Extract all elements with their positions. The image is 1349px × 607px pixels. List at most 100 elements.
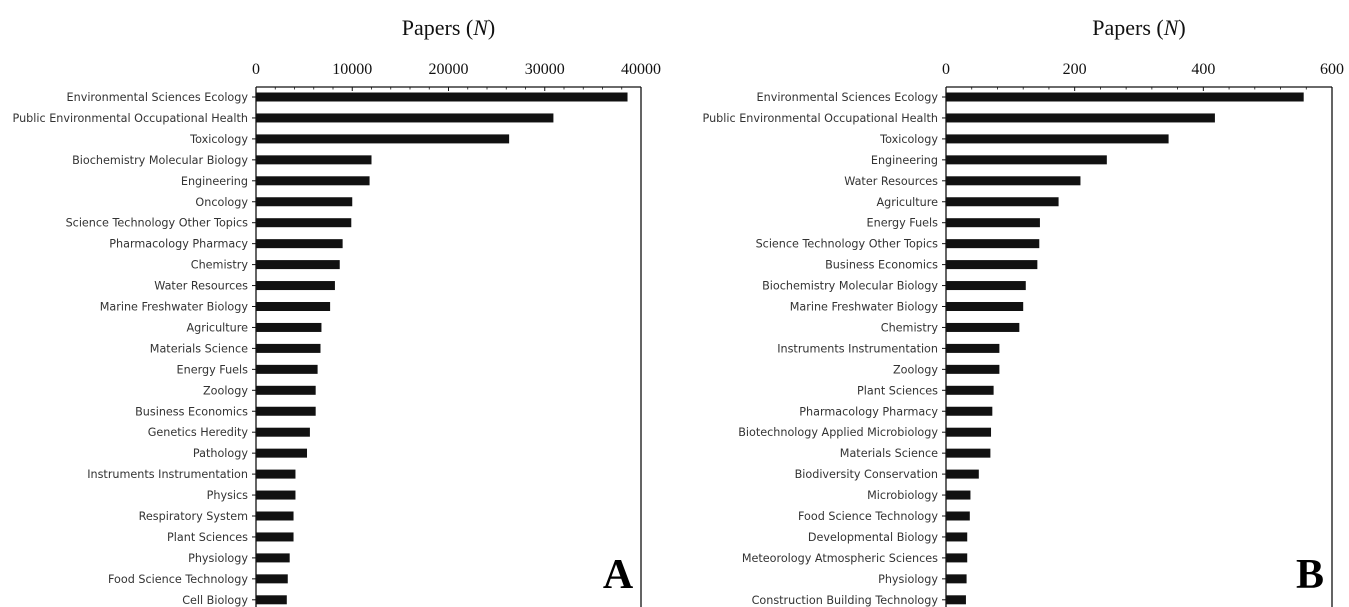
category-label: Genetics Heredity [148,426,249,439]
category-label: Science Technology Other Topics [756,238,939,251]
category-label: Biochemistry Molecular Biology [72,154,248,167]
category-label: Water Resources [844,175,938,188]
category-label: Agriculture [186,321,248,334]
bar [256,260,340,270]
category-label: Marine Freshwater Biology [790,301,939,314]
x-tick-label: 200 [1063,61,1087,78]
bar [256,385,316,395]
category-label: Zoology [893,363,938,376]
category-label: Instruments Instrumentation [777,342,938,355]
category-label: Zoology [203,384,248,397]
bar [946,553,968,563]
bar [256,532,294,542]
category-label: Energy Fuels [177,363,249,376]
category-label: Business Economics [825,259,938,272]
category-label: Physiology [188,552,248,565]
x-tick-label: 10000 [332,61,372,78]
bar [946,92,1304,102]
bar [256,281,335,291]
x-tick-label: 0 [942,61,950,78]
category-label: Energy Fuels [867,217,939,230]
category-label: Toxicology [879,133,938,146]
category-label: Pharmacology Pharmacy [109,238,248,251]
x-tick-label: 600 [1320,61,1344,78]
bar [256,134,510,144]
category-label: Respiratory System [139,510,248,523]
category-label: Business Economics [135,405,248,418]
bar [256,218,352,228]
category-label: Construction Building Technology [752,594,939,607]
bar [946,532,968,542]
bar [946,197,1059,207]
category-label: Plant Sciences [167,531,248,544]
bar [946,469,979,479]
x-axis-title-close: ) [488,15,495,40]
x-axis-title-variable: N [1163,15,1180,40]
bar [946,281,1026,291]
x-tick-label: 30000 [525,61,565,78]
bar [256,469,296,479]
category-label: Biodiversity Conservation [795,468,938,481]
bar [946,427,992,437]
category-label: Cell Biology [182,594,248,607]
bar [946,511,970,521]
panel-label: A [603,552,634,598]
category-label: Physics [207,489,249,502]
chart-b: Papers (N) 0 200 400 600 Environmental Scienc… [703,15,1344,607]
bar [256,113,554,123]
x-tick-label: 400 [1191,61,1215,78]
x-axis-title-text: Papers ( [402,15,473,40]
bar [256,595,287,605]
bar [946,595,966,605]
bar [946,343,1000,353]
bar [256,448,308,458]
bar [946,134,1169,144]
bar [946,364,1000,374]
category-label: Public Environmental Occupational Health [13,112,248,125]
category-label: Pathology [193,447,248,460]
x-tick-label: 20000 [429,61,469,78]
category-label: Meteorology Atmospheric Sciences [742,552,938,565]
category-label: Pharmacology Pharmacy [799,405,938,418]
category-label: Science Technology Other Topics [66,217,249,230]
category-label: Environmental Sciences Ecology [757,91,939,104]
category-label: Plant Sciences [857,384,938,397]
category-label: Engineering [181,175,248,188]
x-axis-title: Papers (N) [402,15,496,40]
bar [256,343,321,353]
bar [256,490,296,500]
bar [256,197,353,207]
category-label: Materials Science [840,447,938,460]
bar [256,322,322,332]
chart-a: Papers (N) 0 10000 20000 30000 40000 Environme… [13,15,661,607]
x-tick-label: 40000 [621,61,661,78]
category-label: Food Science Technology [108,573,248,586]
category-label: Marine Freshwater Biology [100,301,249,314]
bar [256,574,288,584]
x-tick-label: 0 [252,61,260,78]
bar [946,176,1081,186]
bar [946,406,993,416]
x-axis-title-text: Papers ( [1092,15,1163,40]
bar [256,239,343,249]
x-axis-title-variable: N [472,15,489,40]
bar [946,322,1020,332]
bar [256,511,294,521]
bar [256,176,370,186]
bar [256,92,628,102]
bar [946,574,967,584]
category-label: Chemistry [191,259,249,272]
category-label: Chemistry [881,321,939,334]
x-axis-title-close: ) [1178,15,1185,40]
bar [256,406,316,416]
bar [946,239,1040,249]
category-label: Toxicology [189,133,248,146]
category-label: Biochemistry Molecular Biology [762,280,938,293]
bar [256,427,310,437]
category-label: Water Resources [154,280,248,293]
category-label: Microbiology [867,489,938,502]
panel-label: B [1296,552,1324,598]
bar [946,260,1038,270]
bar [256,155,372,165]
